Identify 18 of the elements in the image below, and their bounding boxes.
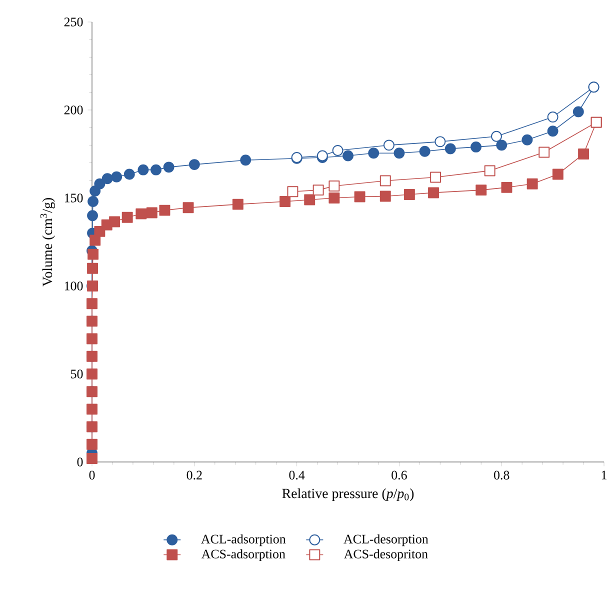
x-tick-label: 0.4	[289, 470, 305, 480]
legend-label: ACL-desorption	[344, 534, 428, 546]
legend-label: ACS-desopriton	[344, 549, 428, 562]
x-axis-title: Relative pressure (p/p$_{0}$)	[282, 488, 414, 502]
x-tick-label: 0.2	[186, 470, 202, 480]
y-tick-label: 100	[64, 282, 83, 290]
y-tick-label: 250	[64, 18, 83, 26]
x-tick-label: 0.8	[494, 470, 510, 480]
x-tick-label: 1	[602, 470, 606, 480]
y-tick-label: 0	[77, 458, 83, 466]
y-axis-title: Volume (cm$^{3}$/g)	[40, 198, 55, 286]
legend-label: ACL-adsorption	[201, 534, 286, 546]
y-tick-label: 200	[64, 106, 83, 114]
x-tick-label: 0.6	[392, 470, 407, 480]
y-tick-label: 150	[64, 194, 83, 202]
y-tick-label: 50	[71, 370, 83, 378]
legend-label: ACS-adsorption	[201, 549, 286, 562]
x-tick-label: 0	[89, 470, 95, 480]
